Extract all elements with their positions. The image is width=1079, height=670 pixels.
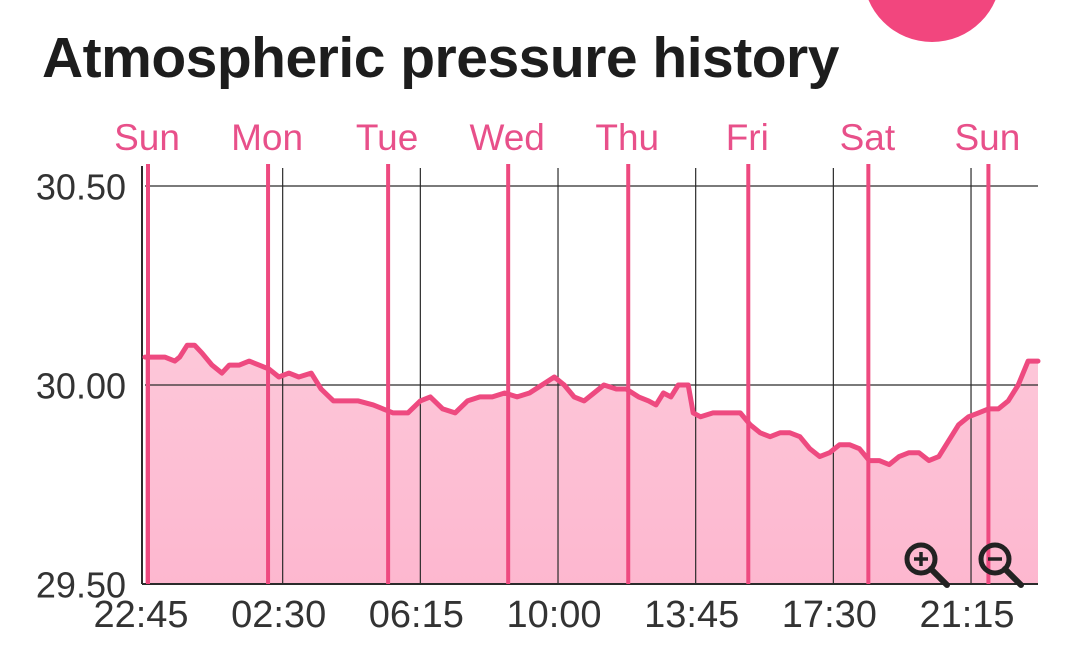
page-title: Atmospheric pressure history xyxy=(42,26,839,90)
zoom-in-magnifier-icon xyxy=(904,542,950,588)
y-tick-label: 29.50 xyxy=(36,565,126,606)
x-tick-label: 22:45 xyxy=(93,594,188,636)
pressure-line xyxy=(142,342,1041,468)
day-label: Tue xyxy=(356,117,418,158)
x-tick-label: 13:45 xyxy=(644,594,739,636)
day-label: Sat xyxy=(840,117,896,158)
zoom-in-button[interactable] xyxy=(899,537,953,591)
day-label: Sun xyxy=(114,117,180,158)
x-tick-label: 02:30 xyxy=(231,594,326,636)
zoom-out-button[interactable] xyxy=(973,537,1027,591)
x-tick-label: 10:00 xyxy=(506,594,601,636)
day-label: Thu xyxy=(595,117,659,158)
day-label: Fri xyxy=(726,117,769,158)
x-tick-label: 17:30 xyxy=(782,594,877,636)
x-tick-label: 06:15 xyxy=(369,594,464,636)
day-label: Wed xyxy=(469,117,544,158)
x-tick-label: 21:15 xyxy=(919,594,1014,636)
day-label: Sun xyxy=(954,117,1020,158)
zoom-out-magnifier-icon xyxy=(978,542,1024,588)
y-tick-label: 30.00 xyxy=(36,366,126,407)
y-tick-label: 30.50 xyxy=(36,167,126,208)
day-label: Mon xyxy=(231,117,303,158)
